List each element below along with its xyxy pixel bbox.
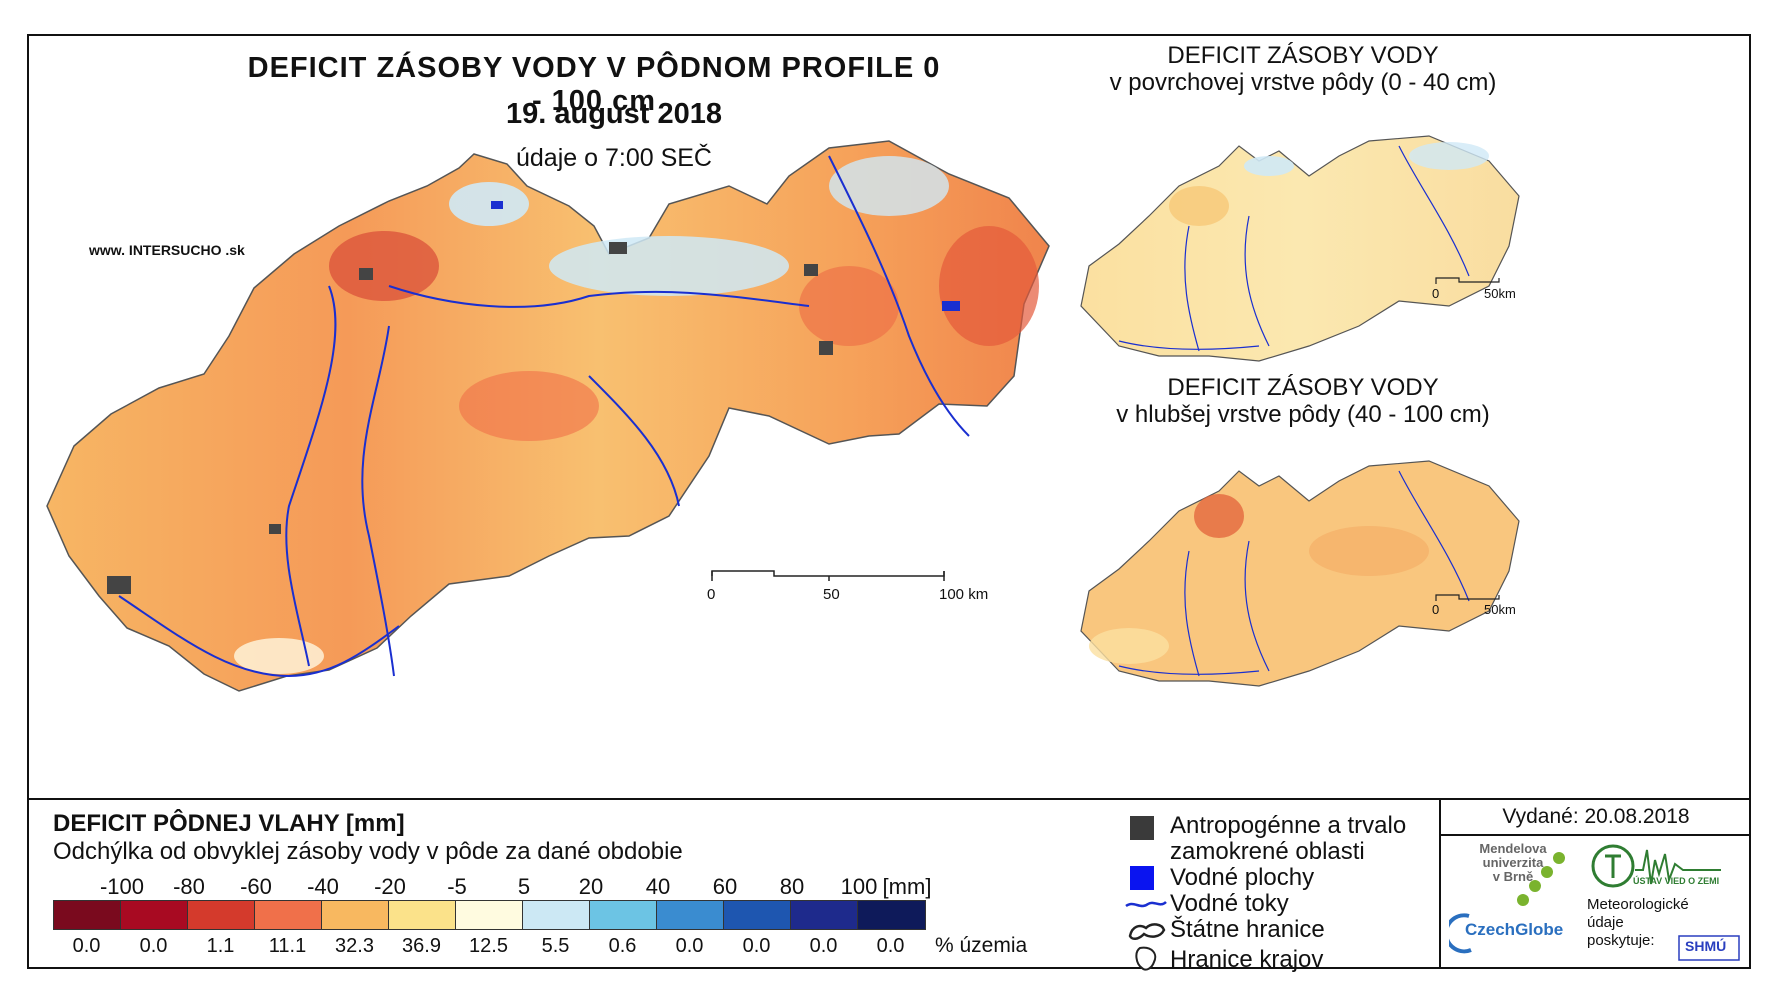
- legend-percent-value: 1.1: [206, 935, 235, 957]
- mendel-line1: Mendelova: [1479, 841, 1547, 856]
- czechglobe-logo-icon: [1449, 913, 1472, 954]
- legend-color-cell: [188, 901, 255, 929]
- inset-bottom-title-line2: v hlubšej vrstve pôdy (40 - 100 cm): [1116, 401, 1490, 428]
- legend-color-cell: [322, 901, 389, 929]
- legend-tick: -80: [173, 874, 205, 899]
- legend-tick: -60: [240, 874, 272, 899]
- legend-percent-value: 0.0: [139, 935, 168, 957]
- shmu-logo-icon: [1678, 935, 1740, 961]
- legend-color-cell: [456, 901, 523, 929]
- water-swatch-icon: [1130, 866, 1154, 890]
- legend-percent-value: 0.0: [876, 935, 905, 957]
- meteo-text: Meteorologické údaje poskytuje:: [1587, 896, 1689, 950]
- key-rivers-label: Vodné toky: [1170, 890, 1289, 917]
- publisher-box: Vydané: 20.08.2018 Mendelova univerzita …: [1439, 800, 1751, 969]
- legend-subtitle: Odchýlka od obvyklej zásoby vody v pôde …: [53, 838, 683, 865]
- legend-color-cell: [523, 901, 590, 929]
- inset-top-scale-50: 50km: [1484, 286, 1516, 301]
- legend-color-cell: [54, 901, 121, 929]
- legend-tick: 60: [712, 874, 738, 899]
- meteo-line2: údaje: [1587, 914, 1624, 931]
- legend-panel: DEFICIT PÔDNEJ VLAHY [mm] Odchýlka od ob…: [29, 798, 1751, 973]
- inset-bottom-map: [1080, 460, 1520, 687]
- inset-bottom-title: DEFICIT ZÁSOBY VODY v hlubšej vrstve pôd…: [1043, 374, 1563, 428]
- legend-tick: 40: [645, 874, 671, 899]
- legend-tick-unit: [mm]: [882, 874, 932, 899]
- legend-percent-value: 0.0: [675, 935, 704, 957]
- legend-ticks: -100 -80 -60 -40 -20 -5 5 20 40 60 80 10…: [55, 874, 989, 902]
- legend-percent-row: 0.0 0.0 1.1 11.1 32.3 36.9 12.5 5.5 0.6 0.0 0.0 0.0…: [53, 935, 924, 958]
- main-scale-bar: [711, 570, 945, 581]
- legend-color-cell: [724, 901, 791, 929]
- key-borders-label: Štátne hranice: [1170, 916, 1325, 943]
- legend-percent-value: 11.1: [268, 935, 307, 957]
- legend-percent-unit: % územia: [935, 934, 1028, 957]
- meteo-line1: Meteorologické: [1587, 896, 1689, 913]
- website-label: www. INTERSUCHO .sk: [89, 242, 245, 258]
- main-date: 19. august 2018: [506, 98, 722, 130]
- legend-percent-value: 12.5: [469, 935, 508, 957]
- legend-color-bar: [53, 900, 926, 930]
- legend-color-cell: [590, 901, 657, 929]
- legend-percent-value: 0.0: [72, 935, 101, 957]
- mendel-dots-icon: [1517, 852, 1565, 906]
- map-area: DEFICIT ZÁSOBY VODY V PÔDNOM PROFILE 0 -…: [29, 36, 1751, 798]
- scale-label-100: 100 km: [939, 586, 989, 603]
- inset-top-title-line1: DEFICIT ZÁSOBY VODY: [1167, 42, 1439, 69]
- key-water-label: Vodné plochy: [1170, 864, 1315, 891]
- mendel-line2: univerzita: [1482, 855, 1544, 870]
- inset-top-map: [1080, 135, 1520, 362]
- inset-top-scale-0: 0: [1432, 286, 1440, 301]
- legend-percent-value: 0.6: [608, 935, 637, 957]
- legend-color-cell: [255, 901, 322, 929]
- urban-swatch-icon: [1130, 816, 1154, 840]
- legend-percent-value: 0.0: [809, 935, 838, 957]
- inset-bottom-scale-50: 50km: [1484, 602, 1516, 617]
- mendel-logo-text: Mendelova univerzita v Brně: [1473, 842, 1553, 884]
- key-urban-label2: zamokrené oblasti: [1170, 838, 1365, 865]
- legend-color-cell: [858, 901, 925, 929]
- legend-tick: 20: [578, 874, 604, 899]
- legend-percent-value: 0.0: [742, 935, 771, 957]
- legend-percent-value: 32.3: [335, 935, 374, 957]
- key-regions-label: Hranice krajov: [1170, 946, 1324, 973]
- inset-bottom-scale-0: 0: [1432, 602, 1440, 617]
- inset-top-scale-bar: [1435, 277, 1500, 284]
- issued-date: Vydané: 20.08.2018: [1441, 800, 1751, 836]
- scale-label-0: 0: [707, 586, 716, 603]
- legend-tick: -40: [307, 874, 339, 899]
- shmu-logo-text: SHMÚ: [1685, 938, 1727, 954]
- legend-color-cell: [657, 901, 724, 929]
- key-urban-label: Antropogénne a trvalo: [1170, 812, 1407, 839]
- legend-tick: 5: [517, 874, 531, 899]
- main-time: údaje o 7:00 SEČ: [516, 144, 712, 172]
- legend-percent-value: 36.9: [402, 935, 441, 957]
- inset-top-title: DEFICIT ZÁSOBY VODY v povrchovej vrstve …: [1043, 42, 1563, 96]
- map-frame: DEFICIT ZÁSOBY VODY V PÔDNOM PROFILE 0 -…: [27, 34, 1751, 973]
- legend-tick: -100: [99, 874, 145, 899]
- mendel-line3: v Brně: [1492, 869, 1534, 884]
- inset-bottom-scale-bar: [1435, 594, 1500, 601]
- legend-percent-value: 5.5: [541, 935, 570, 957]
- river-line-icon: [1125, 901, 1167, 908]
- ustav-logo-text: ÚSTAV VIED O ZEMI: [1633, 876, 1720, 886]
- scale-label-50: 50: [823, 586, 840, 603]
- state-border-icon: [1128, 923, 1166, 940]
- legend-tick: 100: [840, 874, 878, 899]
- legend-tick: -20: [374, 874, 406, 899]
- legend-color-cell: [389, 901, 456, 929]
- ustav-logo-icon: [1591, 844, 1721, 888]
- region-border-icon: [1135, 946, 1157, 971]
- main-map: [46, 140, 1050, 692]
- legend-color-cell: [791, 901, 858, 929]
- inset-top-title-line2: v povrchovej vrstve pôdy (0 - 40 cm): [1109, 69, 1497, 96]
- inset-bottom-title-line1: DEFICIT ZÁSOBY VODY: [1167, 374, 1439, 401]
- main-title: DEFICIT ZÁSOBY VODY V PÔDNOM PROFILE 0 -…: [247, 52, 941, 117]
- legend-color-cell: [121, 901, 188, 929]
- czechglobe-logo-text: CzechGlobe: [1465, 920, 1564, 939]
- legend-tick: -5: [447, 874, 467, 899]
- legend-tick: 80: [779, 874, 805, 899]
- legend-title: DEFICIT PÔDNEJ VLAHY [mm]: [53, 810, 405, 837]
- meteo-line3: poskytuje:: [1587, 932, 1655, 949]
